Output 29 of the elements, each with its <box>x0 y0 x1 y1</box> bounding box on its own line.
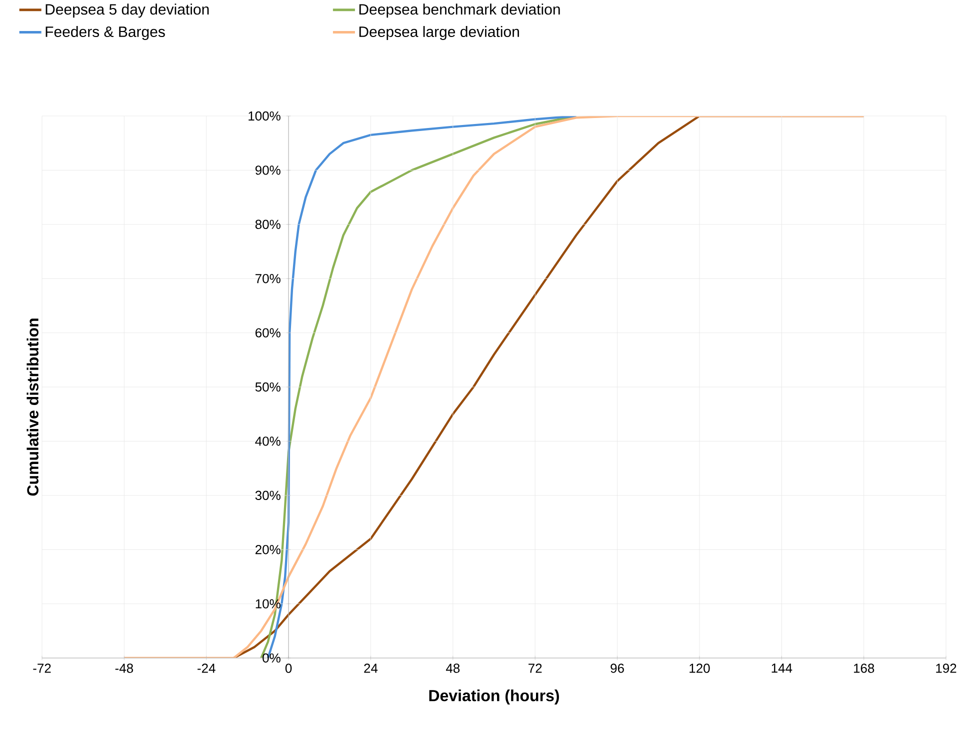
x-tick-label: 72 <box>528 664 542 673</box>
legend-label: Feeders & Barges <box>46 26 165 40</box>
x-axis-title: Deviation (hours) <box>429 690 559 704</box>
y-tick-label: 30% <box>255 490 280 500</box>
x-tick-label: 144 <box>772 664 792 673</box>
y-tick-label: 80% <box>255 220 280 229</box>
x-tick-label: -72 <box>33 664 51 673</box>
x-tick-label: -24 <box>198 664 216 673</box>
y-axis-title: Cumulative distribution <box>26 318 38 496</box>
y-tick-label: 20% <box>256 544 280 554</box>
x-tick-label: 24 <box>364 664 378 673</box>
y-tick-label: 70% <box>256 274 280 284</box>
x-tick-label: 0 <box>285 664 292 673</box>
y-tick-label: 0% <box>262 653 280 663</box>
y-tick-label: 50% <box>255 382 280 392</box>
legend-label: Deepsea large deviation <box>359 26 519 40</box>
x-tick-label: -48 <box>115 664 134 673</box>
y-tick-label: 60% <box>256 328 280 338</box>
x-tick-label: 192 <box>936 664 956 673</box>
x-tick-label: 96 <box>610 664 624 673</box>
x-tick-label: 120 <box>690 664 710 673</box>
y-tick-label: 10% <box>256 599 280 608</box>
y-tick-label: 90% <box>255 166 280 175</box>
y-tick-label: 40% <box>255 436 280 446</box>
y-tick-label: 100% <box>248 111 280 121</box>
x-tick-label: 168 <box>854 664 874 673</box>
x-tick-label: 48 <box>446 664 460 673</box>
legend-label: Deepsea benchmark deviation <box>359 4 560 18</box>
legend-label: Deepsea 5 day deviation <box>46 4 209 18</box>
